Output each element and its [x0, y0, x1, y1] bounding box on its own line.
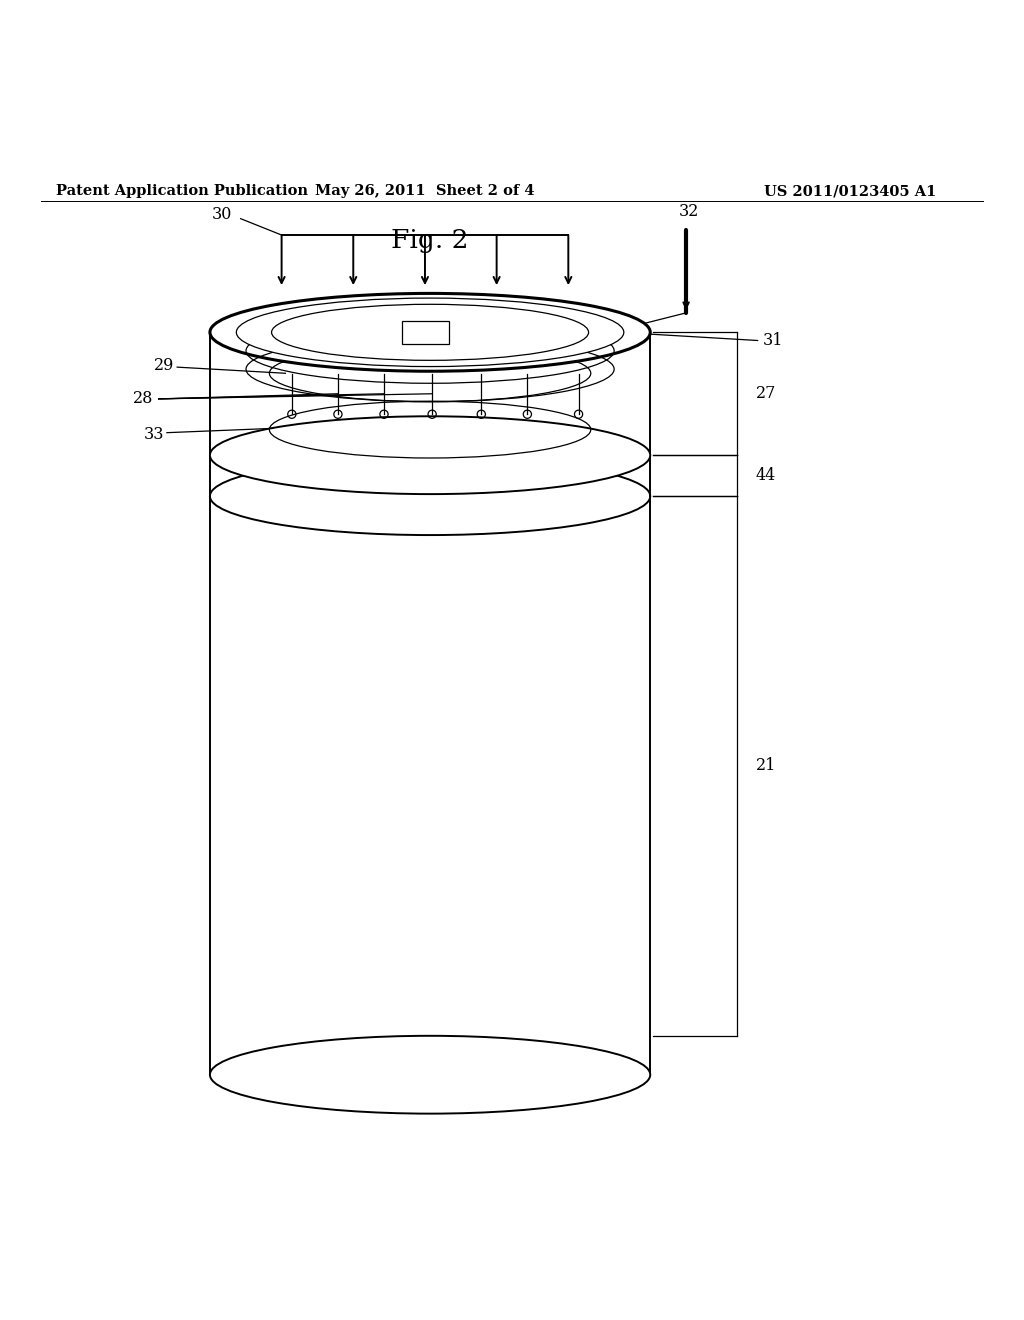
Text: 21: 21: [756, 758, 776, 775]
Ellipse shape: [210, 1036, 650, 1114]
Text: Patent Application Publication: Patent Application Publication: [56, 183, 308, 198]
Text: 29: 29: [154, 356, 174, 374]
Ellipse shape: [210, 457, 650, 535]
Text: 32: 32: [679, 203, 699, 219]
Ellipse shape: [210, 293, 650, 371]
FancyBboxPatch shape: [402, 321, 449, 343]
Text: US 2011/0123405 A1: US 2011/0123405 A1: [764, 183, 936, 198]
Text: 30: 30: [212, 206, 232, 223]
Text: 31: 31: [763, 333, 783, 348]
Text: 33: 33: [143, 426, 164, 444]
Ellipse shape: [210, 416, 650, 494]
Text: 28: 28: [133, 391, 154, 408]
Text: 27: 27: [756, 385, 776, 403]
Ellipse shape: [237, 298, 624, 367]
Text: 44: 44: [756, 467, 776, 484]
Text: May 26, 2011  Sheet 2 of 4: May 26, 2011 Sheet 2 of 4: [315, 183, 535, 198]
Text: Fig. 2: Fig. 2: [391, 227, 469, 252]
